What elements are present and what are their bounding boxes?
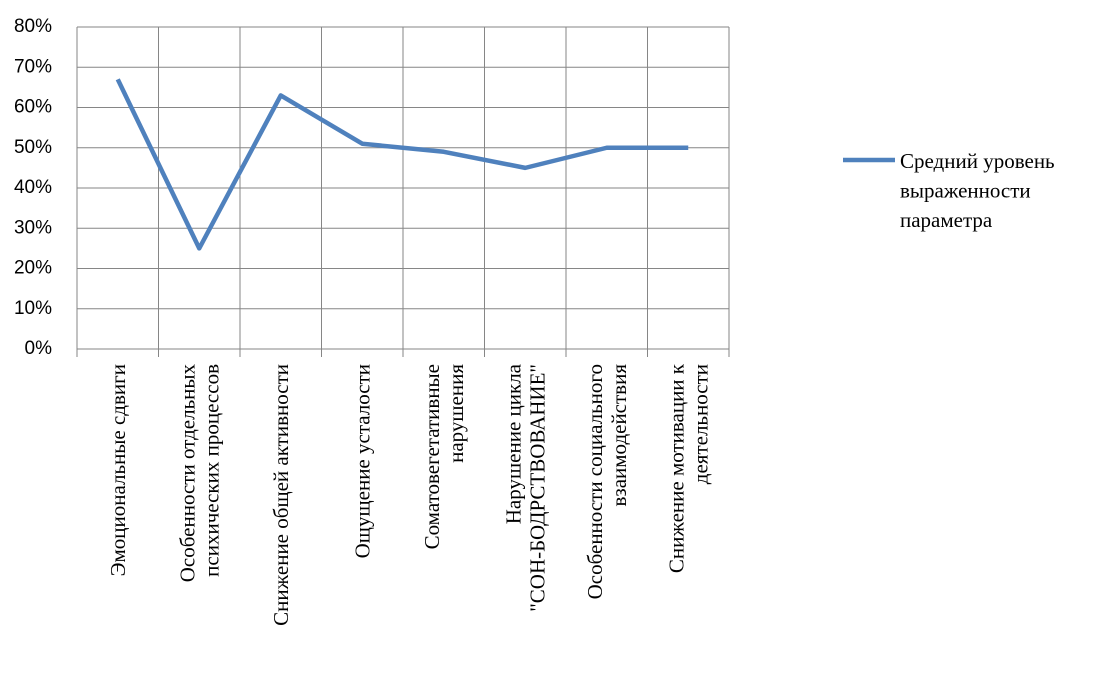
- y-tick-label: 0%: [25, 338, 53, 359]
- x-tick-label: Особенности социальноговзаимодействия: [583, 364, 631, 600]
- x-tick-label: Особенности отдельныхпсихических процесс…: [175, 364, 223, 583]
- y-tick-label: 50%: [14, 137, 52, 158]
- y-tick-label: 20%: [14, 258, 52, 279]
- x-tick-label: Эмоциональные сдвиги: [106, 364, 130, 576]
- y-tick-label: 10%: [14, 298, 52, 319]
- legend-label: Средний уровень выраженности параметра: [900, 149, 1055, 232]
- x-tick-label: Снижение мотивации кдеятельности: [664, 363, 712, 573]
- x-tick-label: Нарушение цикла"СОН-БОДРСТВОВАНИЕ": [501, 363, 549, 611]
- y-tick-label: 70%: [14, 56, 52, 77]
- x-tick-label: Снижение общей активности: [269, 364, 293, 626]
- x-tick-label: Ощущение усталости: [350, 364, 374, 558]
- y-tick-label: 80%: [14, 16, 52, 37]
- y-tick-label: 40%: [14, 177, 52, 198]
- line-series: [115, 78, 689, 251]
- y-tick-label: 30%: [14, 217, 52, 238]
- x-tick-label: Соматовегетативныенарушения: [420, 364, 468, 550]
- y-tick-label: 60%: [14, 97, 52, 118]
